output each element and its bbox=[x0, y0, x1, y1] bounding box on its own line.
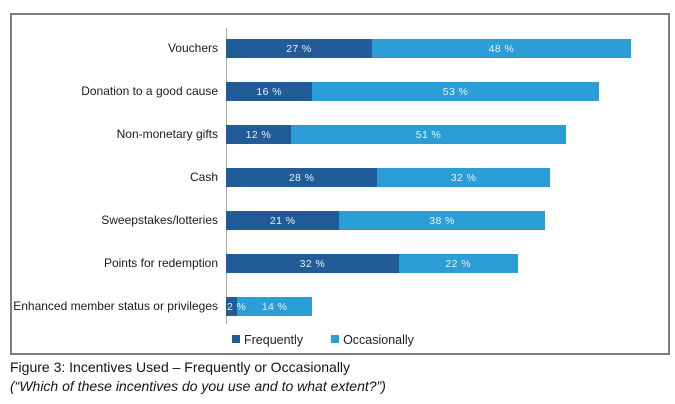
bar-row: Points for redemption 32 % 22 % bbox=[12, 242, 668, 285]
bar-rows: Vouchers 27 % 48 % Donation to a good cause… bbox=[12, 27, 668, 328]
bar-value-label: 53 % bbox=[442, 85, 469, 98]
bar-segment-occasionally: 51 % bbox=[290, 125, 567, 144]
legend-swatch-icon bbox=[232, 335, 240, 343]
bar-value-label: 16 % bbox=[256, 85, 282, 98]
category-label: Enhanced member status or privileges bbox=[13, 298, 218, 313]
bar-segment-occasionally: 32 % bbox=[377, 168, 550, 187]
legend-item-frequently: Frequently bbox=[232, 333, 303, 347]
figure-caption: Figure 3: Incentives Used – Frequently o… bbox=[10, 358, 386, 396]
bar-row: Vouchers 27 % 48 % bbox=[12, 27, 668, 70]
bar-row: Enhanced member status or privileges 2 % 1… bbox=[12, 285, 668, 328]
stacked-bar: 21 % 38 % bbox=[226, 211, 545, 230]
category-label: Sweepstakes/lotteries bbox=[101, 212, 218, 227]
bar-value-label: 48 % bbox=[488, 42, 515, 55]
bar-row: Cash 28 % 32 % bbox=[12, 156, 668, 199]
bar-segment-frequently: 21 % bbox=[226, 211, 340, 230]
bar-row: Sweepstakes/lotteries 21 % 38 % bbox=[12, 199, 668, 242]
stacked-bar: 2 % 14 % bbox=[226, 297, 313, 316]
bar-row: Non-monetary gifts 12 % 51 % bbox=[12, 113, 668, 156]
category-label: Cash bbox=[189, 169, 218, 184]
figure-caption-subtitle: (“Which of these incentives do you use a… bbox=[10, 378, 386, 394]
bar-value-label: 28 % bbox=[288, 171, 315, 184]
chart-frame: Vouchers 27 % 48 % Donation to a good cause… bbox=[10, 13, 670, 355]
category-label: Vouchers bbox=[167, 40, 218, 55]
bar-segment-occasionally: 22 % bbox=[398, 254, 518, 273]
bar-segment-frequently: 27 % bbox=[226, 39, 372, 58]
category-label: Donation to a good cause bbox=[81, 83, 218, 98]
stacked-bar: 16 % 53 % bbox=[226, 82, 599, 101]
bar-value-label: 14 % bbox=[261, 300, 288, 313]
bar-segment-occasionally: 53 % bbox=[312, 82, 599, 101]
stacked-bar: 32 % 22 % bbox=[226, 254, 518, 273]
bar-value-label: 2 % bbox=[227, 300, 247, 313]
bar-value-label: 51 % bbox=[415, 128, 442, 141]
figure-caption-title: Figure 3: Incentives Used – Frequently o… bbox=[10, 359, 351, 375]
bar-value-label: 12 % bbox=[245, 128, 272, 141]
bar-value-label: 32 % bbox=[299, 257, 326, 270]
bar-segment-frequently: 16 % bbox=[226, 82, 313, 101]
stacked-bar: 12 % 51 % bbox=[226, 125, 567, 144]
legend-item-occasionally: Occasionally bbox=[331, 333, 414, 347]
chart-plot: Vouchers 27 % 48 % Donation to a good cause… bbox=[12, 15, 668, 353]
legend-swatch-icon bbox=[331, 335, 340, 343]
bar-segment-occasionally: 14 % bbox=[236, 297, 313, 316]
bar-segment-frequently: 12 % bbox=[226, 125, 291, 144]
bar-value-label: 21 % bbox=[269, 214, 296, 227]
bar-row: Donation to a good cause 16 % 53 % bbox=[12, 70, 668, 113]
bar-segment-frequently: 28 % bbox=[226, 168, 378, 187]
bar-value-label: 22 % bbox=[445, 257, 471, 270]
bar-segment-occasionally: 48 % bbox=[371, 39, 631, 58]
category-label: Points for redemption bbox=[103, 255, 218, 270]
legend-label: Frequently bbox=[244, 333, 304, 347]
bar-value-label: 27 % bbox=[286, 42, 312, 55]
bar-value-label: 38 % bbox=[429, 214, 455, 227]
bar-segment-occasionally: 38 % bbox=[339, 211, 545, 230]
stacked-bar: 28 % 32 % bbox=[226, 168, 550, 187]
category-label: Non-monetary gifts bbox=[116, 126, 218, 141]
bar-segment-frequently: 2 % bbox=[226, 297, 246, 316]
bar-segment-frequently: 32 % bbox=[226, 254, 399, 273]
legend-label: Occasionally bbox=[343, 333, 414, 347]
chart-legend: Frequently Occasionally bbox=[232, 333, 414, 347]
stacked-bar: 27 % 48 % bbox=[226, 39, 631, 58]
bar-value-label: 32 % bbox=[450, 171, 477, 184]
